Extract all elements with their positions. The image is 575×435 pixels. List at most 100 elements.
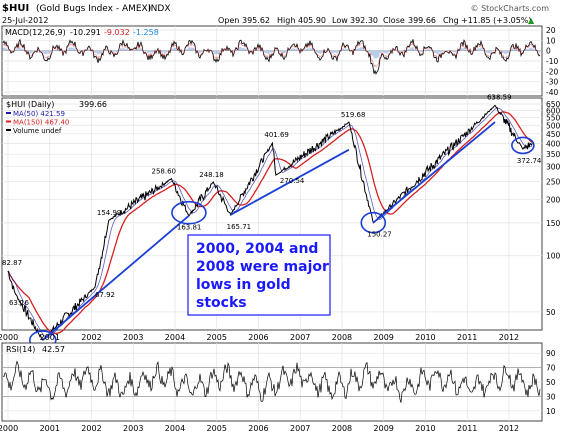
rsi-label: RSI(14) xyxy=(6,345,35,354)
y-tick-label: 300 xyxy=(546,163,561,172)
x-year-label: 2006 xyxy=(248,333,268,342)
x-year-label: 2012 xyxy=(499,333,519,342)
macd-value-3: -1.258 xyxy=(133,28,159,37)
y-tick-label: 250 xyxy=(546,177,561,186)
x-year-label: 2009 xyxy=(374,424,394,433)
price-point-label: 63.16 xyxy=(9,299,30,307)
x-year-label: 2004 xyxy=(165,424,185,433)
x-year-label: 2010 xyxy=(415,333,435,342)
annotation-line: stocks xyxy=(196,295,247,311)
x-year-label: 2003 xyxy=(123,424,143,433)
x-year-label: 2012 xyxy=(499,424,519,433)
x-year-label: 2010 xyxy=(415,424,435,433)
macd-tick-label: 20 xyxy=(546,26,556,35)
price-point-label: 82.87 xyxy=(2,259,22,267)
rsi-tick-labels: 90 70 50 30 10 xyxy=(546,349,556,416)
header-date: 25-Jul-2012 xyxy=(2,16,48,25)
close-value: 399.66 xyxy=(408,16,436,25)
annotation-text: 2000, 2004 and 2008 were major lows in gol… xyxy=(196,241,329,311)
low-circle xyxy=(360,211,387,234)
low-circle xyxy=(171,200,207,225)
y-tick-label: 100 xyxy=(546,252,561,261)
macd-value-2: -9.032 xyxy=(104,28,130,37)
x-axis-years-bottom: 2000 2001 2002 2003 2004 2005 2006 2007 2008 2009… xyxy=(0,424,519,433)
x-year-label: 2003 xyxy=(123,333,143,342)
x-year-label: 2008 xyxy=(332,333,352,342)
low-circle xyxy=(511,136,535,155)
high-value: 405.90 xyxy=(298,16,326,25)
legend-entry: MA(50) 421.59 xyxy=(13,110,65,118)
macd-value-1: -10.291 xyxy=(70,28,101,37)
annotation-line: lows in gold xyxy=(196,277,291,293)
macd-label: MACD(12,26,9) xyxy=(5,28,66,37)
x-year-label: 2004 xyxy=(165,333,185,342)
x-year-label: 2002 xyxy=(81,424,101,433)
low-label: Low xyxy=(332,16,348,25)
x-year-label: 2002 xyxy=(81,333,101,342)
rsi-tick-label: 70 xyxy=(546,364,556,373)
y-tick-label: 600 xyxy=(546,106,561,115)
close-label: Close xyxy=(383,16,405,25)
annotation-line: 2008 were major xyxy=(196,259,329,275)
legend-entry: MA(150) 467.40 xyxy=(13,119,69,127)
price-point-label: 67.92 xyxy=(95,291,115,299)
price-grid xyxy=(2,98,542,330)
open-label: Open xyxy=(218,16,239,25)
header-type: INDX xyxy=(148,4,170,14)
rsi-grid xyxy=(2,343,542,421)
rsi-tick-label: 10 xyxy=(546,407,556,416)
y-tick-label: 150 xyxy=(546,219,561,228)
price-point-label: 258.60 xyxy=(152,168,177,176)
x-year-label: 2001 xyxy=(40,333,60,342)
macd-tick-label: -10 xyxy=(546,57,558,66)
x-year-label: 2005 xyxy=(207,424,227,433)
y-tick-label: 500 xyxy=(546,121,561,130)
y-tick-label: 50 xyxy=(546,308,556,317)
annotation-line: 2000, 2004 and xyxy=(196,241,318,257)
price-point-label: 638.59 xyxy=(487,93,512,101)
legend-entry: Volume undef xyxy=(13,127,62,135)
x-year-label: 2000 xyxy=(0,333,18,342)
ma50-line xyxy=(7,107,533,339)
macd-tick-label: -20 xyxy=(546,67,558,76)
header-symbol: $HUI xyxy=(2,3,29,14)
macd-tick-labels: 2010 0-10-20 -30-40 xyxy=(546,26,558,97)
chg-value: +11.85 (+3.05%) xyxy=(461,16,532,25)
x-year-label: 2008 xyxy=(332,424,352,433)
header-name: (Gold Bugs Index - AMEX) xyxy=(36,4,151,14)
y-tick-label: 650 xyxy=(546,100,561,109)
x-year-label: 2011 xyxy=(457,333,477,342)
chart-header: $HUI (Gold Bugs Index - AMEX) INDX © Sto… xyxy=(2,3,549,25)
rsi-panel: 90 70 50 30 10 RSI(14) 42.57 xyxy=(1,342,556,422)
price-point-label: 248.18 xyxy=(199,171,224,179)
x-year-label: 2000 xyxy=(0,424,18,433)
trendlines xyxy=(42,121,496,341)
annotation-box xyxy=(187,234,331,316)
price-panel-label: $HUI (Daily) xyxy=(6,100,54,109)
x-year-label: 2007 xyxy=(290,333,310,342)
trendline xyxy=(42,215,190,341)
chg-label: Chg xyxy=(443,16,459,25)
trendline xyxy=(372,121,496,224)
high-label: High xyxy=(277,16,295,25)
x-year-label: 2011 xyxy=(457,424,477,433)
rsi-value: 42.57 xyxy=(42,345,65,354)
chg-up-arrow-icon: ▲ xyxy=(528,16,535,25)
x-year-label: 2006 xyxy=(248,424,268,433)
x-year-label: 2007 xyxy=(290,424,310,433)
x-year-label: 2009 xyxy=(374,333,394,342)
price-line xyxy=(7,104,533,341)
macd-grid xyxy=(2,26,542,96)
watermark: © StockCharts.com xyxy=(471,4,550,13)
y-tick-label: 550 xyxy=(546,114,561,123)
price-point-label: 270.54 xyxy=(280,177,305,185)
low-value: 392.30 xyxy=(350,16,378,25)
price-point-label: 154.99 xyxy=(97,209,122,217)
price-point-label: 165.71 xyxy=(227,223,252,231)
price-point-label: 372.74 xyxy=(517,157,542,165)
rsi-tick-label: 90 xyxy=(546,349,556,358)
